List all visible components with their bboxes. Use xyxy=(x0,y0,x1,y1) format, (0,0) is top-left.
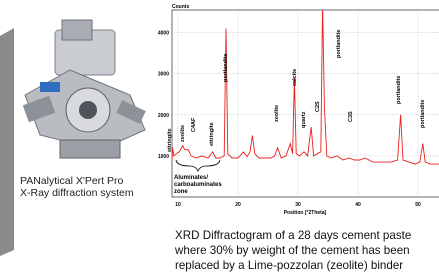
peak-annotation: zeolite xyxy=(274,105,280,122)
x-tick-label: 40 xyxy=(355,202,361,208)
y-tick-label: 1000 xyxy=(158,154,169,160)
zone-bracket xyxy=(176,160,220,171)
side-wedge xyxy=(0,28,14,256)
peak-annotation: C3S xyxy=(348,111,354,122)
peak-annotation: calcite xyxy=(292,69,298,86)
x-tick-label: 30 xyxy=(295,202,301,208)
peak-annotation: zeolite xyxy=(180,125,186,142)
y-axis-label: Counts xyxy=(172,4,189,10)
zone-label: zone xyxy=(174,189,188,195)
y-tick-label: 4000 xyxy=(158,31,169,37)
peak-annotation: portlandite xyxy=(336,30,342,58)
y-tick-label: 2000 xyxy=(158,113,169,119)
figure-caption: PANalytical X'Pert Pro xyxy=(20,175,124,187)
x-tick-label: 10 xyxy=(175,202,181,208)
peak-annotation: ettringite xyxy=(209,122,215,146)
page: {"figure_caption": ["PANalytical X'Pert … xyxy=(0,0,439,275)
x-tick-label: 50 xyxy=(415,202,421,208)
peak-annotation: C4AF xyxy=(191,117,197,132)
diffractometer-image xyxy=(23,20,146,158)
caption: where 30% by weight of the cement has be… xyxy=(174,244,410,257)
caption: XRD Diffractogram of a 28 days cement pa… xyxy=(175,229,411,242)
y-tick-label: 3000 xyxy=(158,72,169,78)
x-axis-label: Position [°2Theta] xyxy=(284,210,327,216)
peak-annotation: C2S xyxy=(315,101,321,112)
zone-label: Aluminates/ xyxy=(174,175,208,181)
peak-annotation: portlandite xyxy=(420,100,426,128)
zone-label: carboaluminates xyxy=(174,182,222,188)
peak-annotation: portlandite xyxy=(396,76,402,104)
figure-caption: X-Ray diffraction system xyxy=(20,187,134,199)
caption: replaced by a Lime-pozzolan (zeolite) bi… xyxy=(175,259,403,272)
peak-annotation: ettringite xyxy=(167,128,173,152)
x-tick-label: 20 xyxy=(235,202,241,208)
peak-annotation: portlandite xyxy=(223,54,229,82)
peak-annotation: quartz xyxy=(301,111,307,128)
slide: PANalytical X'Pert Pro X-Ray diffraction… xyxy=(0,0,439,275)
